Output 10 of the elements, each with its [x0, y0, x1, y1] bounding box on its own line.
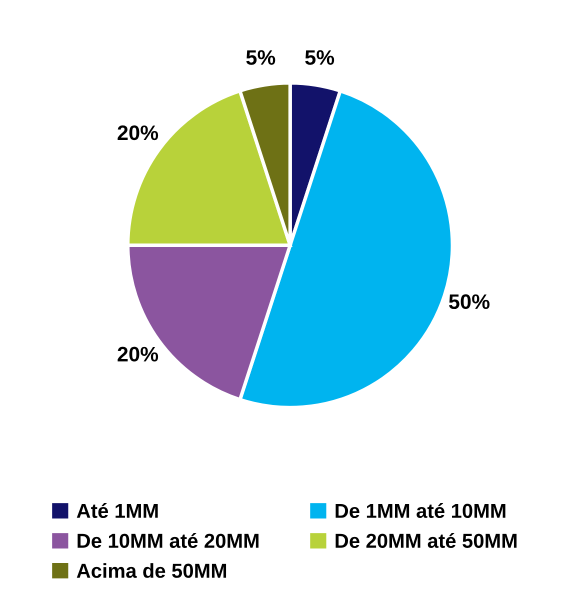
- data-label: 20%: [118, 346, 158, 362]
- legend-label: Até 1MM: [76, 503, 158, 518]
- data-label: 50%: [449, 294, 490, 310]
- legend-label: De 10MM até 20MM: [78, 532, 258, 548]
- data-label: 5%: [246, 50, 276, 65]
- legend-label: De 1MM até 10MM: [336, 503, 506, 518]
- data-label: 5%: [305, 50, 334, 65]
- data-label: 20%: [118, 125, 158, 140]
- legend-label: De 20MM até 50MM: [336, 532, 517, 548]
- legend-label: Acima de 50MM: [76, 563, 226, 578]
